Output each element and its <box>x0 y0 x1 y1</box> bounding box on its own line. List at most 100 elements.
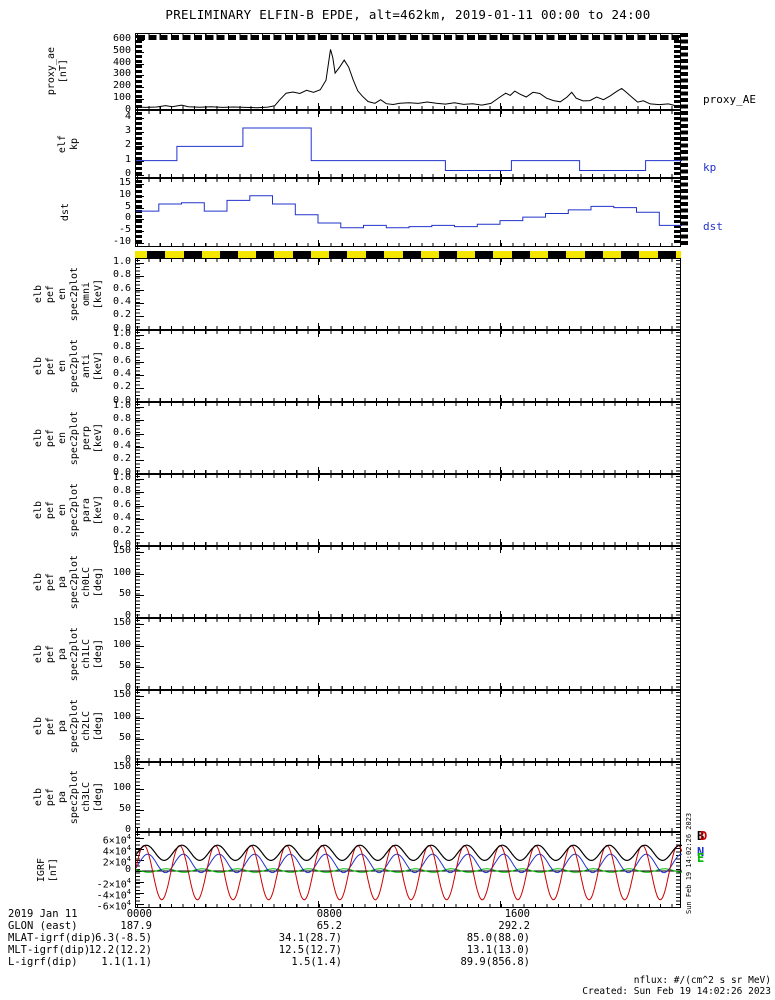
x-major-tick <box>500 331 501 337</box>
y-major-tick <box>136 696 144 698</box>
y-minor-ticks-left <box>136 112 142 176</box>
y-major-tick <box>136 335 144 336</box>
x-major-tick <box>318 111 319 117</box>
x-major-tick <box>318 467 319 473</box>
y-minor-ticks-left <box>136 476 140 544</box>
x-minor-ticks-bottom <box>137 686 679 689</box>
science-zone-black-segment <box>292 251 311 258</box>
y-tick-label: 0.0 <box>112 466 131 478</box>
footer-row-mlt: MLT-igrf(dip) 12.2(12.2) 12.5(12.7) 13.1… <box>0 944 775 957</box>
y-major-tick <box>136 39 144 41</box>
x-major-tick <box>500 240 501 246</box>
footer-row-time: 2019 Jan 11 0000 0800 1600 <box>0 908 775 921</box>
y-major-tick <box>136 545 144 546</box>
y-tick-label: 50 <box>118 660 131 672</box>
y-major-tick <box>136 460 144 462</box>
x-major-tick <box>500 901 501 907</box>
x-major-tick <box>318 763 319 769</box>
dst-curve-svg <box>136 195 682 229</box>
y-minor-ticks-left <box>136 548 140 616</box>
y-tick-label: 100 <box>112 781 131 793</box>
panel-ylabel-word: anti <box>81 353 92 379</box>
panel-ylabel-word: pef <box>45 284 56 304</box>
x-minor-ticks-top <box>137 179 679 182</box>
panel-ylabel-word: spec2plot <box>69 626 80 682</box>
x-major-tick <box>318 395 319 401</box>
y-major-tick <box>136 838 144 840</box>
y-major-tick <box>136 473 144 474</box>
science-zone-black-segment <box>438 251 457 258</box>
y-tick-label: 0.6 <box>112 354 131 366</box>
panel-ylabel-word: ch3LC <box>81 781 92 813</box>
y-major-tick <box>136 645 144 647</box>
panel-ylabel-word: spec2plot <box>69 482 80 538</box>
y-minor-ticks-right <box>676 404 680 472</box>
y-tick-label: 0.2 <box>112 309 131 321</box>
x-major-tick <box>500 103 501 109</box>
y-tick-label: 1.0 <box>112 400 131 411</box>
panel-ylabel-word: perp <box>81 425 92 451</box>
panel-ylabel-word: [deg] <box>93 781 104 813</box>
y-major-tick <box>136 109 144 110</box>
x-minor-ticks-top <box>137 547 679 550</box>
y-major-tick <box>136 616 144 618</box>
panel-ylabel-word: omni <box>81 281 92 307</box>
y-tick-label: 1 <box>124 153 131 165</box>
panel-ylabel-word: en <box>57 431 68 445</box>
x-major-tick <box>318 475 319 481</box>
panel-ylabel-word: elb <box>33 356 44 376</box>
y-major-tick <box>136 118 144 120</box>
igrf-legend-N: N <box>697 845 705 859</box>
y-tick-label: 4 <box>124 111 131 123</box>
x-minor-ticks-bottom <box>137 758 679 761</box>
y-major-tick <box>136 316 144 318</box>
panel-ylabel-word: elb <box>33 787 44 807</box>
y-minor-ticks-right <box>674 180 680 245</box>
footer-date-label: 2019 Jan 11 <box>8 908 78 920</box>
mlt-value-2: 12.5(12.7) <box>278 944 342 956</box>
y-tick-label: 0 <box>124 864 131 875</box>
x-major-tick <box>500 683 501 689</box>
panel-ylabel-word: pef <box>45 500 56 520</box>
x-major-tick <box>318 34 319 40</box>
y-major-tick <box>136 146 144 148</box>
panel-ylabel-word: pef <box>45 356 56 376</box>
y-tick-label: 0.4 <box>112 368 131 379</box>
panel-pa_ch2lc <box>135 690 681 762</box>
science-zone-black-segment <box>147 251 166 258</box>
x-minor-ticks-bottom <box>137 614 679 617</box>
y-major-tick <box>136 75 144 77</box>
science-zone-black-segment <box>183 251 202 258</box>
x-minor-ticks-bottom <box>137 542 679 545</box>
y-tick-label: 0 <box>124 753 131 765</box>
y-major-tick <box>136 388 144 390</box>
panel-ylabel-word: ch1LC <box>81 638 92 670</box>
y-tick-label: 100 <box>112 710 131 722</box>
proxy_ae-curve-svg <box>136 49 682 109</box>
y-minor-ticks-right <box>676 260 680 328</box>
x-major-tick <box>500 611 501 617</box>
y-tick-label: 150 <box>112 689 131 701</box>
y-tick-label: 100 <box>112 92 131 104</box>
y-major-tick <box>136 361 144 363</box>
panel-ylabel-word: [keV] <box>93 422 104 454</box>
x-major-tick <box>318 539 319 545</box>
panel-ylabel-word: pef <box>45 572 56 592</box>
panel-ylabel-word: spec2plot <box>69 698 80 754</box>
y-major-tick <box>136 809 144 811</box>
x-minor-ticks-top <box>137 833 679 836</box>
x-major-tick <box>318 683 319 689</box>
y-major-tick <box>136 207 144 209</box>
igrf-legend-E: E <box>697 851 705 865</box>
x-tick-label-0800: 0800 <box>316 908 342 920</box>
igrf-legend-B: B <box>697 829 705 843</box>
y-major-tick <box>136 768 144 770</box>
x-minor-ticks-top <box>137 111 679 114</box>
y-major-tick <box>136 63 144 65</box>
y-major-tick <box>136 492 144 494</box>
science-zone-black-segment <box>511 251 530 258</box>
y-major-tick <box>136 552 144 554</box>
y-tick-label: 0.6 <box>112 498 131 510</box>
lshell-value-1: 1.1(1.1) <box>101 956 152 968</box>
created-timestamp: Created: Sun Feb 19 14:02:26 2023 <box>582 986 771 997</box>
